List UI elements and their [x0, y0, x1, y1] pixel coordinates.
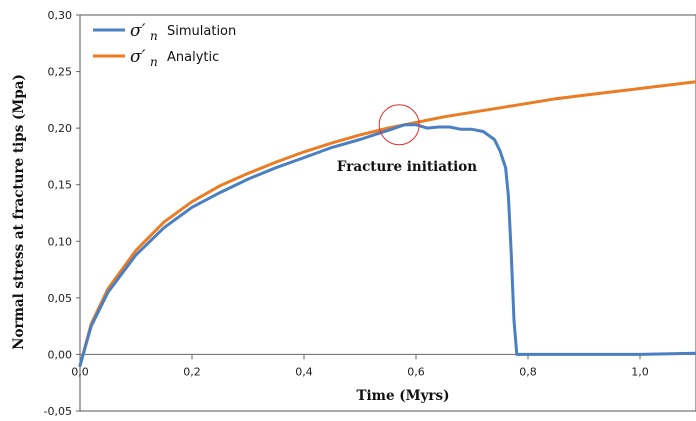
x-tick-label: 0,0 [71, 365, 89, 378]
legend-symbol: σ′ [130, 47, 146, 67]
annotation-circle [378, 104, 420, 146]
y-tick-label: 0,30 [48, 9, 73, 22]
legend-label-analytic: Analytic [167, 50, 219, 65]
y-tick-label: 0,05 [48, 292, 73, 305]
y-tick-label: 0,25 [48, 66, 73, 79]
y-axis-title: Normal stress at fracture tips (Mpa) [11, 74, 27, 350]
plot-frame [79, 14, 696, 412]
y-tick-label: 0,15 [48, 179, 73, 192]
y-tick-label: -0,05 [44, 405, 72, 418]
legend-subscript: n [150, 29, 158, 43]
x-axis-title: Time (Myrs) [356, 388, 449, 404]
x-tick-label: 0,2 [183, 365, 201, 378]
x-tick-label: 0,6 [407, 365, 425, 378]
y-tick-label: 0,00 [48, 348, 73, 361]
legend-subscript: n [150, 55, 158, 69]
annotation-label: Fracture initiation [337, 159, 477, 175]
series-line-analytic [78, 80, 696, 368]
legend-label-simulation: Simulation [167, 24, 236, 39]
x-tick-label: 1,0 [631, 365, 649, 378]
series-line-simulation [78, 123, 696, 368]
legend-symbol: σ′ [130, 21, 146, 41]
y-tick-label: 0,20 [48, 122, 73, 135]
x-tick-label: 0,8 [519, 365, 537, 378]
y-tick-label: 0,10 [48, 235, 73, 248]
x-tick-label: 0,4 [295, 365, 313, 378]
